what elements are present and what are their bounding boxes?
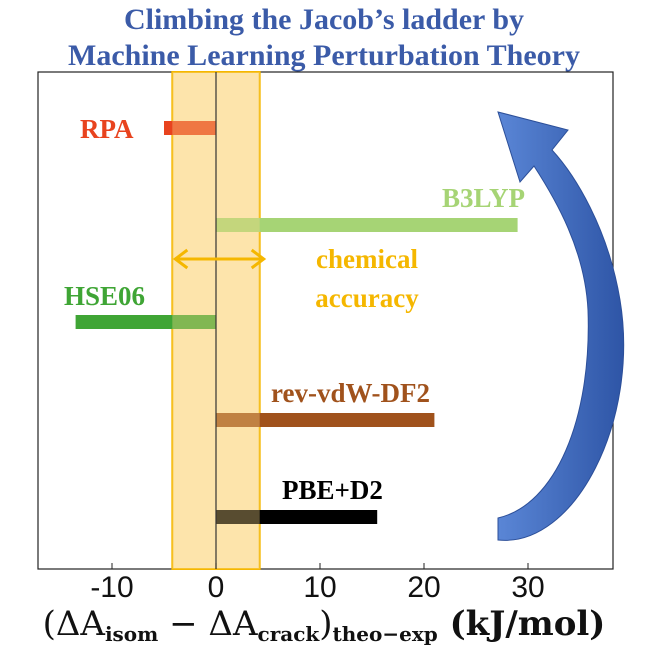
x-tick-label: 0 bbox=[208, 571, 225, 604]
x-tick-label: 20 bbox=[407, 571, 440, 604]
accuracy-label-line2: accuracy bbox=[315, 283, 419, 313]
series-label-rpa: RPA bbox=[80, 114, 134, 144]
bar-pbe-d2 bbox=[216, 510, 378, 524]
chart-title-line1: Climbing the Jacob’s ladder by bbox=[123, 3, 525, 36]
bar-rpa bbox=[164, 121, 216, 135]
series-label-pbe-d2: PBE+D2 bbox=[282, 475, 383, 505]
bar-hse06 bbox=[75, 315, 216, 329]
bar-rev-vdw-df2 bbox=[216, 413, 435, 427]
series-label-hse06: HSE06 bbox=[64, 281, 145, 311]
x-tick-label: 30 bbox=[511, 571, 544, 604]
accuracy-arrow-left-head bbox=[172, 248, 189, 270]
x-axis-label: (ΔAisom − ΔAcrack)theo−exp (kJ/mol) bbox=[42, 604, 606, 646]
accuracy-arrow-right-head bbox=[250, 248, 267, 270]
series-label-b3lyp: B3LYP bbox=[442, 183, 525, 213]
curved-arrow-icon bbox=[497, 111, 625, 541]
bar-b3lyp bbox=[216, 218, 518, 232]
accuracy-label-line1: chemical bbox=[316, 244, 418, 274]
series-label-rev-vdw-df2: rev-vdW-DF2 bbox=[271, 378, 430, 408]
chart-title-line2: Machine Learning Perturbation Theory bbox=[68, 39, 580, 72]
x-tick-label: -10 bbox=[90, 571, 133, 604]
x-tick-label: 10 bbox=[303, 571, 336, 604]
